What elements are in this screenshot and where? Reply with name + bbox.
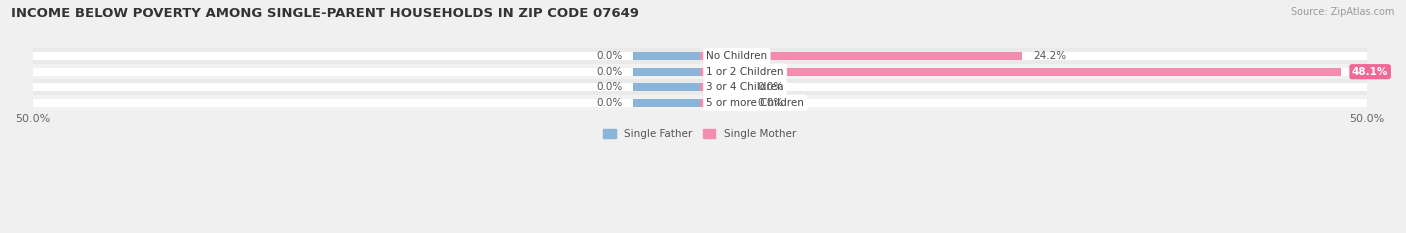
Text: 0.0%: 0.0% [756,82,783,92]
Bar [700,99,747,107]
Legend: Single Father, Single Mother: Single Father, Single Mother [603,129,796,139]
Text: No Children: No Children [706,51,768,61]
Text: INCOME BELOW POVERTY AMONG SINGLE-PARENT HOUSEHOLDS IN ZIP CODE 07649: INCOME BELOW POVERTY AMONG SINGLE-PARENT… [11,7,640,20]
Bar [700,52,1022,60]
Bar [32,48,1367,64]
Text: Source: ZipAtlas.com: Source: ZipAtlas.com [1291,7,1395,17]
Bar [32,95,1367,110]
Bar [32,99,1367,107]
Bar [32,52,1367,60]
Bar [700,68,1341,76]
Bar [633,83,700,91]
Text: 0.0%: 0.0% [596,98,623,108]
Bar [32,79,1367,95]
Text: 1 or 2 Children: 1 or 2 Children [706,67,783,77]
Text: 0.0%: 0.0% [596,82,623,92]
Text: 24.2%: 24.2% [1033,51,1066,61]
Bar [633,68,700,76]
Bar [32,64,1367,79]
Text: 5 or more Children: 5 or more Children [706,98,804,108]
Text: 0.0%: 0.0% [596,67,623,77]
Bar [32,83,1367,91]
Text: 0.0%: 0.0% [756,98,783,108]
Bar [633,99,700,107]
Bar [633,52,700,60]
Bar [700,83,747,91]
Text: 3 or 4 Children: 3 or 4 Children [706,82,783,92]
Text: 48.1%: 48.1% [1353,67,1388,77]
Bar [32,68,1367,76]
Text: 0.0%: 0.0% [596,51,623,61]
